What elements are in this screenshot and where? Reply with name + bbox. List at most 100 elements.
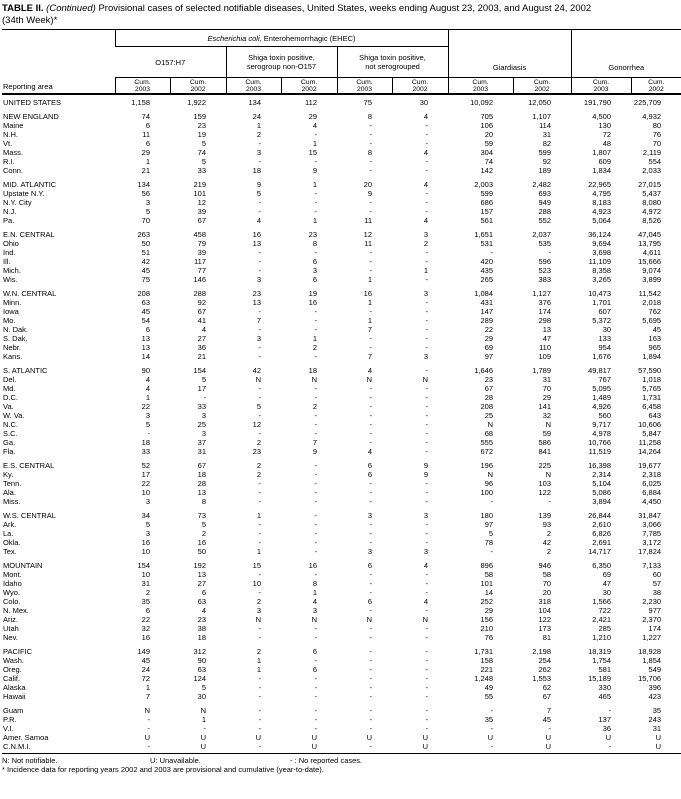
value-cell: - [258, 384, 262, 393]
value-cell: N [311, 375, 317, 384]
value-cell: 67 [197, 216, 206, 225]
reporting-area-cell: Mo. [3, 316, 16, 325]
value-cell: - [425, 479, 429, 488]
reporting-area-cell: Amer. Samoa [3, 733, 49, 742]
table-row: Nev. 16 18 - - - - 76 81 1,210 1,227 [2, 633, 681, 642]
value-cell: 27,015 [638, 180, 662, 189]
value-cell: 1,158 [131, 98, 150, 107]
value-cell: 9 [423, 461, 429, 470]
value-cell: 75 [363, 98, 372, 107]
value-cell: - [369, 257, 373, 266]
value-cell: 114 [539, 121, 552, 130]
table-row: La. 3 2 - - - - 5 2 6,826 7,785 [2, 529, 681, 538]
value-cell: 3 [423, 547, 429, 556]
reporting-area-cell: Pa. [3, 216, 15, 225]
value-cell: - [314, 633, 318, 642]
value-cell: - [490, 706, 494, 715]
value-cell: 599 [480, 189, 494, 198]
value-cell: 35 [141, 597, 150, 606]
value-cell: 23 [252, 289, 261, 298]
reporting-area-cell: Md. [3, 384, 16, 393]
reporting-area-cell: N.J. [3, 207, 17, 216]
ehec-group-header-rest: Enterohemorrhagic (EHEC) [261, 33, 356, 43]
value-cell: 458 [193, 230, 206, 239]
table-row: V.I. - - - - - - - - 36 31 [2, 724, 681, 733]
value-cell: 965 [648, 343, 662, 352]
value-cell: U [545, 733, 552, 742]
value-cell: - [314, 352, 318, 361]
reporting-area-cell: Va. [3, 402, 14, 411]
table-title-continued: (Continued) [46, 3, 96, 14]
value-cell: 31 [141, 579, 150, 588]
reporting-area-cell: Wis. [3, 275, 18, 284]
value-cell: - [314, 470, 318, 479]
value-cell: 9,717 [592, 420, 612, 429]
value-cell: 134 [137, 180, 150, 189]
value-cell: - [258, 692, 262, 701]
value-cell: 762 [648, 307, 662, 316]
value-cell: - [369, 579, 373, 588]
value-cell: 2 [312, 343, 317, 352]
value-cell: 2,314 [592, 470, 612, 479]
value-cell: 41 [197, 316, 206, 325]
value-cell: 17,824 [638, 547, 662, 556]
reporting-area-cell: Okla. [3, 538, 21, 547]
value-cell: 90 [197, 656, 206, 665]
value-cell: U [655, 742, 662, 751]
table-row: Hawaii 7 30 - - - - 55 67 465 423 [2, 692, 681, 701]
value-cell: 75 [141, 275, 150, 284]
table-row: Ill. 42 117 - 6 - - 420 596 11,109 15,666 [2, 257, 681, 266]
value-cell: 2,198 [532, 647, 552, 656]
value-cell: 133 [598, 334, 612, 343]
value-cell: 49,817 [588, 366, 612, 375]
value-cell: 549 [648, 665, 662, 674]
value-cell: - [147, 742, 151, 751]
value-cell: - [425, 497, 429, 506]
reporting-area-cell: Ga. [3, 438, 16, 447]
value-cell: - [314, 570, 318, 579]
value-cell: 16 [363, 289, 372, 298]
value-cell: U [422, 742, 429, 751]
value-cell: - [369, 130, 373, 139]
value-cell: 4 [423, 148, 429, 157]
reporting-area-cell: NEW ENGLAND [3, 112, 59, 121]
value-cell: - [425, 570, 429, 579]
value-cell: 3 [201, 429, 206, 438]
value-cell: - [258, 633, 262, 642]
value-cell: 12 [363, 230, 372, 239]
value-cell: - [369, 248, 373, 257]
value-cell: 4,500 [592, 112, 612, 121]
table-row: Miss. 3 8 - - - - - - 3,894 4,450 [2, 497, 681, 506]
value-cell: 221 [480, 665, 494, 674]
value-cell: 13 [197, 488, 206, 497]
value-cell: - [425, 674, 429, 683]
value-cell: - [314, 724, 318, 733]
value-cell: - [314, 511, 318, 520]
table-header: Reporting area Escherichia coli, Enteroh… [2, 29, 681, 95]
value-cell: 208 [137, 289, 150, 298]
table-title-number: TABLE II. [2, 3, 44, 14]
table-row: Ind. 51 39 - - - - - - 3,698 4,611 [2, 248, 681, 257]
value-cell: 58 [484, 570, 494, 579]
value-cell: - [258, 529, 262, 538]
value-cell: 1 [312, 139, 317, 148]
value-cell: 174 [538, 307, 552, 316]
value-cell: 18 [197, 633, 206, 642]
value-cell: 28 [484, 393, 494, 402]
value-cell: 1,789 [532, 366, 552, 375]
value-cell: N [200, 706, 206, 715]
value-cell: 263 [137, 230, 150, 239]
value-cell: 2 [256, 130, 261, 139]
value-cell: 51 [141, 248, 150, 257]
reporting-area-cell: Ky. [3, 470, 14, 479]
value-cell: 23 [484, 375, 494, 384]
reporting-area-cell: N.C. [3, 420, 18, 429]
value-cell: 31 [542, 130, 552, 139]
cum-2002-header: Cum. 2002 [391, 77, 449, 95]
value-cell: - [425, 316, 429, 325]
value-cell: 465 [598, 692, 612, 701]
table-row: NEW ENGLAND 74 159 24 29 8 4 705 1,107 4,500 4,932 [2, 112, 681, 121]
value-cell: 124 [193, 674, 206, 683]
value-cell: - [258, 624, 262, 633]
value-cell: 6,025 [642, 479, 662, 488]
